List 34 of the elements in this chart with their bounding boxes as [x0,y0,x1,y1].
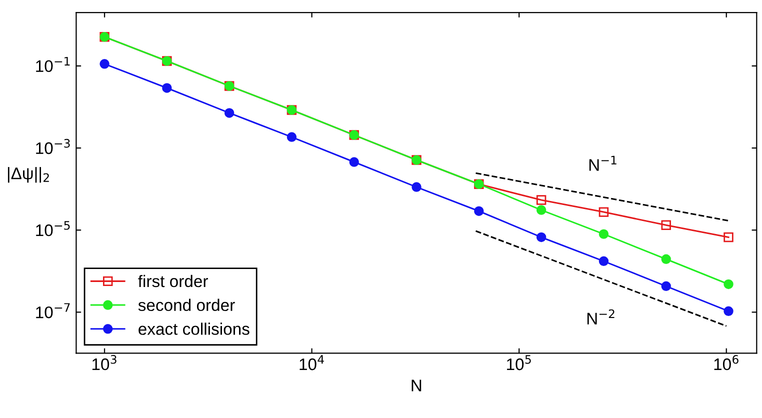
point [349,157,359,167]
point [162,83,172,93]
y-tick-label: 10$^{−1}$ [36,56,70,72]
point [598,256,609,266]
y-tick-label: 10$^{−5}$ [36,221,70,236]
point [412,182,422,192]
point [661,254,671,264]
point [661,281,671,292]
point [286,132,297,142]
point [536,232,546,242]
point [724,232,734,242]
annotation: N$^{−2}$ [587,309,614,324]
y-tick-label: 10$^{−3}$ [36,138,70,154]
point [724,306,734,316]
point [536,205,546,215]
point [536,195,546,205]
x-tick-label: 10$^{3}$ [92,354,116,370]
x-axis-title: N [412,380,422,392]
point [100,59,110,69]
point [224,108,234,118]
x-tick-label: 10$^{6}$ [714,354,738,370]
x-tick-label: 10$^{4}$ [300,355,324,370]
legend-label: second order [138,298,235,312]
point [598,229,609,239]
legend-label: exact collisions [138,322,250,335]
x-tick-label: 10$^{5}$ [507,355,531,370]
point [598,207,609,217]
y-axis-title: |Δψ||$_{2}$ [8,167,49,183]
point [474,206,484,216]
point [724,279,734,290]
point [661,220,671,230]
legend-label: first order [138,274,208,288]
annotation: N$^{−1}$ [589,156,616,171]
y-tick-label: 10$^{−7}$ [36,303,70,318]
